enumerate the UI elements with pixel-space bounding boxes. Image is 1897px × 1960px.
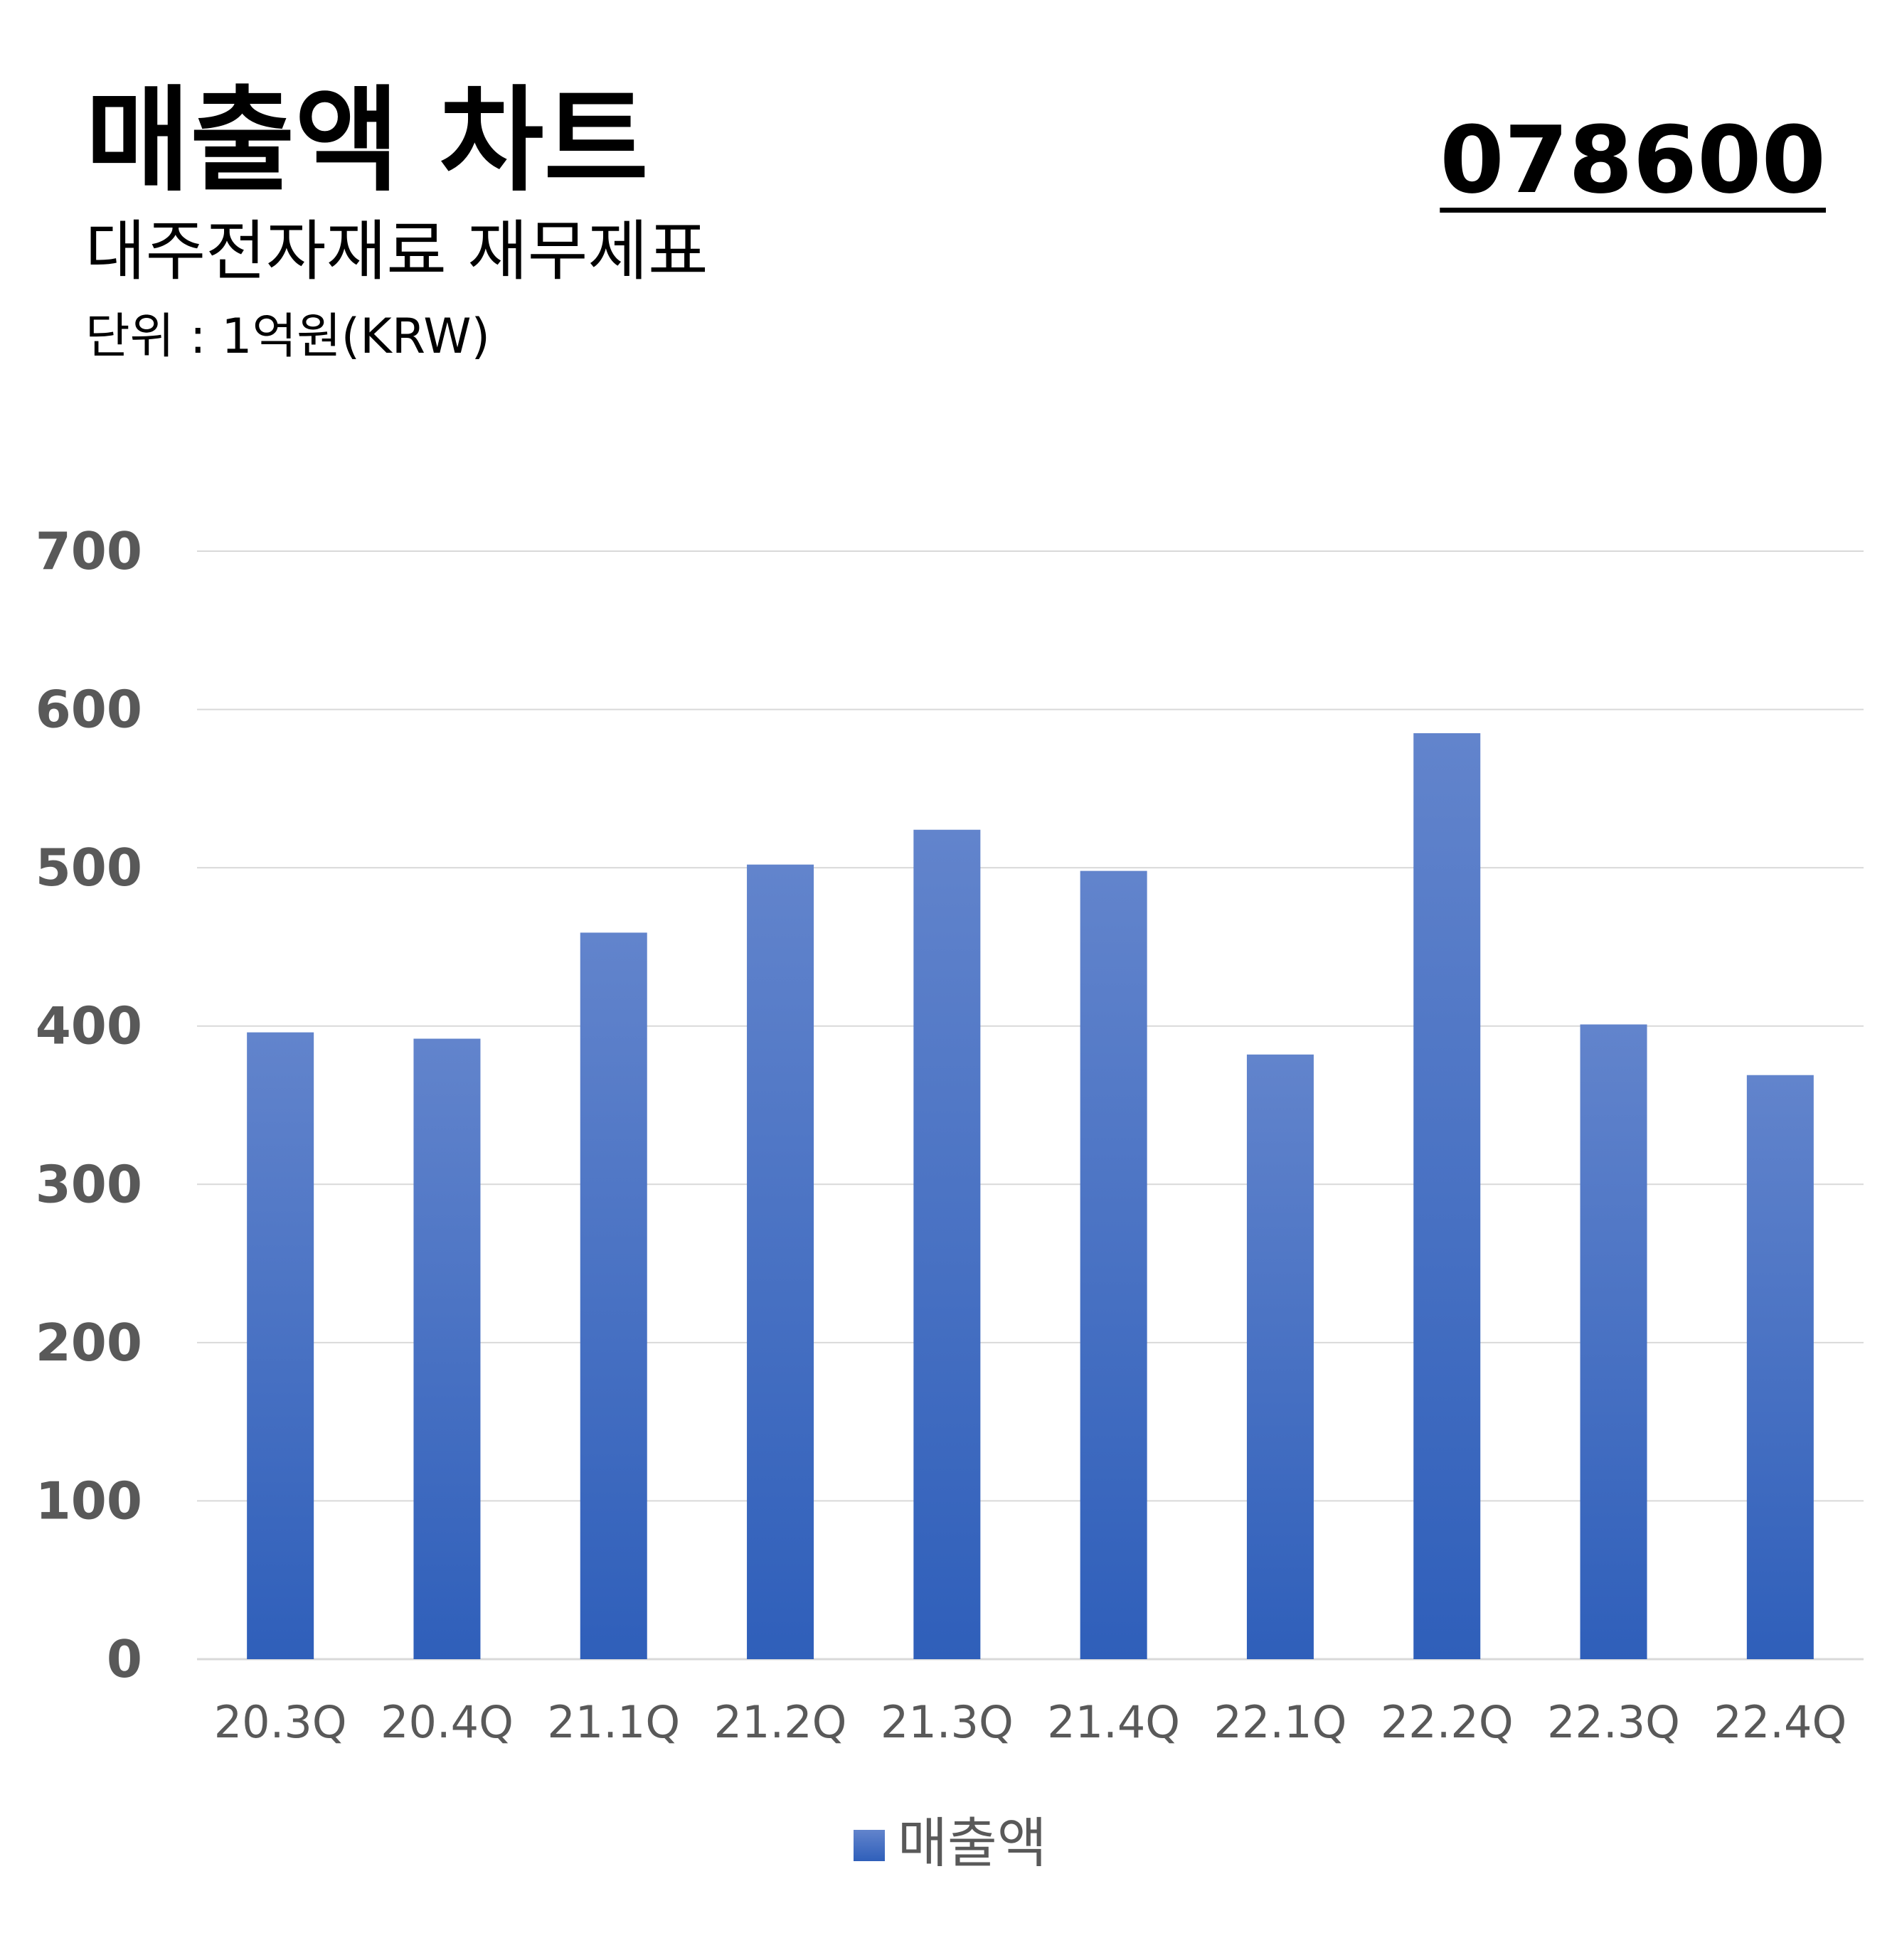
y-tick-label: 400 [36,996,142,1056]
y-tick-label: 300 [36,1154,142,1214]
bar [1246,1054,1314,1659]
x-tick-label: 21.2Q [714,1696,847,1748]
x-axis-ticks: 20.3Q 20.4Q 21.1Q 21.2Q 21.3Q 21.4Q 22.1Q 22.2Q… [214,1696,1847,1748]
x-tick-label: 22.1Q [1214,1696,1347,1748]
chart-title: 매출액 차트 [85,74,649,207]
x-tick-label: 22.3Q [1547,1696,1680,1748]
x-tick-label: 21.4Q [1047,1696,1180,1748]
x-tick-label: 20.3Q [214,1696,347,1748]
bar [247,1032,314,1659]
bar [913,829,981,1659]
x-tick-label: 22.4Q [1713,1696,1846,1748]
x-tick-label: 20.4Q [381,1696,514,1748]
legend: 매출액 [854,1811,1047,1875]
bar [1746,1075,1814,1659]
stock-code: 078600 [1440,106,1826,214]
bars [247,733,1814,1659]
y-tick-label: 100 [36,1471,142,1530]
y-tick-label: 500 [36,838,142,898]
unit-label: 단위 : 1억원(KRW) [85,309,491,365]
bar [580,932,647,1659]
y-axis-ticks: 0 100 200 300 400 500 600 700 [36,521,142,1689]
chart-subtitle: 대주전자재료 재무제표 [85,213,708,289]
bar [1580,1024,1647,1659]
legend-swatch [854,1830,885,1861]
legend-label: 매출액 [898,1811,1047,1875]
bar [413,1038,481,1659]
bar [1080,870,1147,1659]
y-tick-label: 700 [36,521,142,581]
bar [1413,733,1481,1659]
y-tick-label: 0 [107,1629,142,1689]
x-tick-label: 21.3Q [881,1696,1014,1748]
y-tick-label: 600 [36,680,142,740]
x-tick-label: 21.1Q [547,1696,680,1748]
bar [747,864,814,1659]
y-tick-label: 200 [36,1313,142,1373]
x-tick-label: 22.2Q [1381,1696,1514,1748]
